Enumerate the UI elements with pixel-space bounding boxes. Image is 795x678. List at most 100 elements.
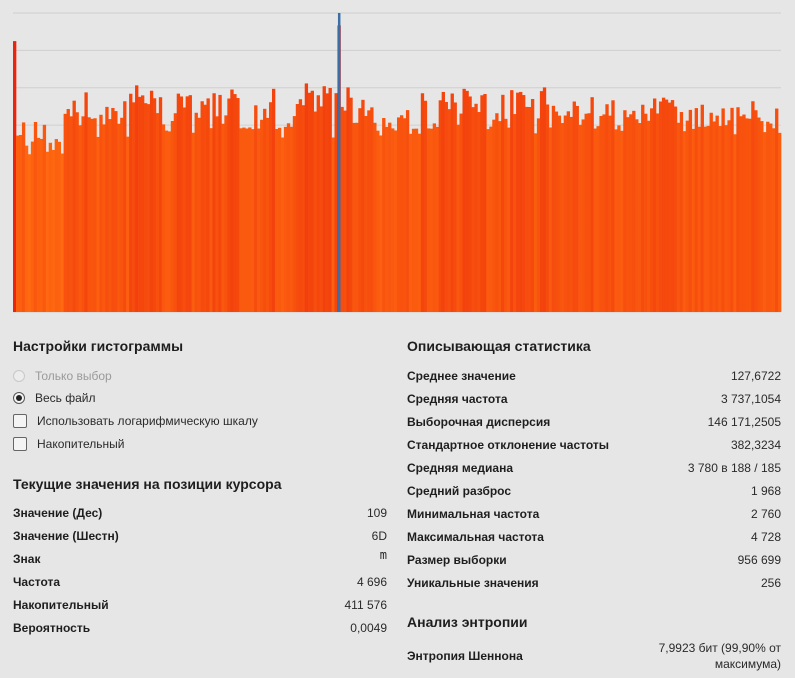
histogram-bar[interactable] xyxy=(569,116,573,313)
histogram-bar[interactable] xyxy=(266,117,270,312)
histogram-bar[interactable] xyxy=(539,91,544,312)
histogram-bar[interactable] xyxy=(498,121,502,313)
histogram-bar[interactable] xyxy=(715,115,719,313)
histogram-bar[interactable] xyxy=(173,113,178,312)
histogram-bar[interactable] xyxy=(644,113,648,312)
histogram-bar[interactable] xyxy=(361,99,365,312)
histogram-bar[interactable] xyxy=(206,98,210,312)
histogram-bar[interactable] xyxy=(432,123,437,312)
histogram-bar[interactable] xyxy=(492,119,496,313)
histogram-bar[interactable] xyxy=(730,107,734,312)
histogram-bar[interactable] xyxy=(661,97,666,313)
histogram-bar[interactable] xyxy=(516,92,520,313)
radio-selection-only[interactable]: Только выбор xyxy=(13,367,112,385)
histogram-bar[interactable] xyxy=(766,121,770,312)
radio-whole-file-indicator[interactable] xyxy=(13,392,25,404)
histogram-bar[interactable] xyxy=(477,112,481,312)
histogram-bar[interactable] xyxy=(507,127,511,312)
histogram-bar[interactable] xyxy=(349,97,353,313)
histogram-bar[interactable] xyxy=(289,126,294,313)
histogram-bar[interactable] xyxy=(221,123,225,312)
histogram-bar[interactable] xyxy=(307,92,312,313)
histogram-bar[interactable] xyxy=(126,136,130,312)
histogram-bar[interactable] xyxy=(75,112,79,313)
histogram-bar[interactable] xyxy=(394,130,398,312)
histogram-bar[interactable] xyxy=(441,91,445,312)
histogram-bar[interactable] xyxy=(417,133,422,312)
byte-histogram-chart[interactable] xyxy=(0,0,795,320)
histogram-bar[interactable] xyxy=(560,123,565,312)
histogram-bar[interactable] xyxy=(376,130,380,312)
histogram-bar[interactable] xyxy=(135,85,139,312)
histogram-bar[interactable] xyxy=(254,105,258,312)
histogram-bar[interactable] xyxy=(54,139,58,312)
histogram-bar[interactable] xyxy=(185,96,189,312)
histogram-bar[interactable] xyxy=(584,113,588,312)
histogram-bar[interactable] xyxy=(593,128,597,312)
histogram-bar[interactable] xyxy=(242,127,246,312)
histogram-bar[interactable] xyxy=(364,115,368,312)
histogram-bar[interactable] xyxy=(90,118,94,312)
histogram-bar[interactable] xyxy=(757,117,761,312)
radio-whole-file[interactable]: Весь файл xyxy=(13,389,96,407)
histogram-bar[interactable] xyxy=(468,96,472,312)
histogram-bar[interactable] xyxy=(191,132,195,312)
histogram-bar[interactable] xyxy=(775,108,779,312)
histogram-bar[interactable] xyxy=(596,126,600,312)
histogram-bar[interactable] xyxy=(51,149,56,312)
histogram-bar[interactable] xyxy=(170,121,175,312)
histogram-bars[interactable] xyxy=(13,25,782,313)
histogram-bar[interactable] xyxy=(87,117,91,312)
histogram-bar[interactable] xyxy=(105,106,109,312)
histogram-bar[interactable] xyxy=(33,121,38,313)
histogram-bar[interactable] xyxy=(557,115,562,313)
histogram-bar[interactable] xyxy=(36,137,41,312)
histogram-bar[interactable] xyxy=(209,128,213,312)
histogram-bar[interactable] xyxy=(635,119,639,312)
histogram-bar[interactable] xyxy=(602,114,606,312)
histogram-bar[interactable] xyxy=(435,126,440,312)
histogram-bar[interactable] xyxy=(760,121,764,313)
histogram-bar[interactable] xyxy=(274,129,279,312)
histogram-bar[interactable] xyxy=(117,123,121,312)
histogram-bar[interactable] xyxy=(685,120,690,312)
histogram-bar[interactable] xyxy=(712,121,716,312)
histogram-bar[interactable] xyxy=(123,101,127,312)
histogram-bar[interactable] xyxy=(15,135,20,312)
histogram-bar[interactable] xyxy=(480,95,484,312)
histogram-bar[interactable] xyxy=(141,95,145,313)
histogram-bar[interactable] xyxy=(280,137,285,313)
histogram-bar[interactable] xyxy=(138,96,142,312)
histogram-bar[interactable] xyxy=(638,123,642,312)
histogram-bar[interactable] xyxy=(352,122,356,312)
histogram-bar[interactable] xyxy=(459,113,463,312)
checkbox-log-scale[interactable]: Использовать логарифмическую шкалу xyxy=(13,412,258,430)
histogram-bar[interactable] xyxy=(129,93,133,312)
histogram-bar[interactable] xyxy=(99,114,103,312)
histogram-bar[interactable] xyxy=(608,115,612,313)
histogram-bar[interactable] xyxy=(438,100,442,312)
histogram-bar[interactable] xyxy=(471,107,475,312)
histogram-bar[interactable] xyxy=(111,107,115,313)
histogram-bar[interactable] xyxy=(84,92,88,312)
histogram-bar[interactable] xyxy=(200,101,204,312)
histogram-bar[interactable] xyxy=(304,83,309,312)
histogram-bar[interactable] xyxy=(93,118,97,312)
histogram-bar[interactable] xyxy=(277,127,282,312)
histogram-bar[interactable] xyxy=(271,88,276,312)
histogram-bar[interactable] xyxy=(283,126,288,312)
histogram-bar[interactable] xyxy=(182,107,186,312)
histogram-bar[interactable] xyxy=(778,132,782,312)
checkbox-log-scale-box[interactable] xyxy=(13,414,27,428)
histogram-bar[interactable] xyxy=(739,116,743,313)
histogram-bar[interactable] xyxy=(203,104,207,312)
histogram-bar[interactable] xyxy=(72,100,76,312)
histogram-bar[interactable] xyxy=(319,106,323,312)
histogram-bar[interactable] xyxy=(152,98,157,313)
histogram-bar[interactable] xyxy=(161,124,166,312)
histogram-bar[interactable] xyxy=(697,126,701,313)
histogram-bar[interactable] xyxy=(742,114,746,312)
histogram-bar[interactable] xyxy=(682,131,687,312)
histogram-bar[interactable] xyxy=(462,88,466,312)
histogram-bar[interactable] xyxy=(346,87,350,312)
